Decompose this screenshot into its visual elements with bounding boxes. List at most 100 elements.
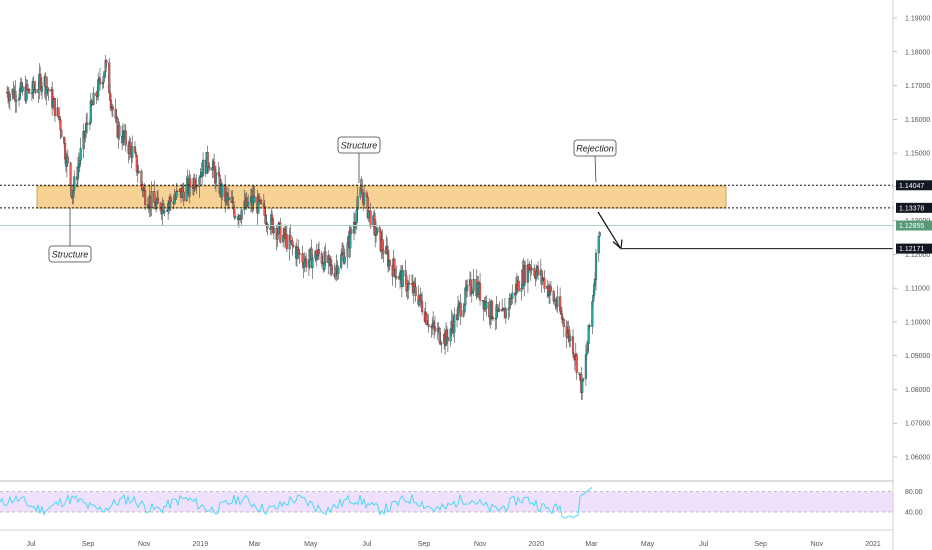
candle xyxy=(504,307,507,324)
svg-text:Structure: Structure xyxy=(341,141,378,151)
candle xyxy=(118,121,121,141)
candle xyxy=(524,260,527,287)
price-tick-label: 1.18000 xyxy=(905,49,930,56)
rsi-pane[interactable] xyxy=(0,487,893,519)
price-tick-label: 1.12000 xyxy=(905,252,930,259)
candle xyxy=(60,128,63,138)
candle xyxy=(234,214,237,219)
candle xyxy=(176,189,179,197)
candle xyxy=(395,265,398,280)
candle xyxy=(530,259,533,276)
candle xyxy=(575,352,578,380)
candle xyxy=(163,209,166,217)
time-tick-label: Sep xyxy=(418,541,431,548)
candle xyxy=(536,261,540,280)
candle xyxy=(131,135,134,163)
candle xyxy=(433,315,437,336)
candle xyxy=(594,249,598,291)
candle xyxy=(73,170,76,196)
price-axis[interactable]: 1.19000 1.18000 1.17000 1.16000 1.15000 1.140… xyxy=(893,16,932,517)
time-tick-label: Sep xyxy=(754,541,767,548)
svg-text:1.13378: 1.13378 xyxy=(899,205,924,212)
candle xyxy=(569,334,572,348)
candle xyxy=(28,88,31,94)
candle xyxy=(375,227,379,235)
rsi-band xyxy=(0,491,893,512)
candle xyxy=(427,314,430,333)
candle xyxy=(317,241,321,260)
candle xyxy=(111,104,114,118)
time-tick-label: Mar xyxy=(249,541,262,548)
candle xyxy=(459,294,462,326)
time-tick-label: Nov xyxy=(474,541,487,548)
candle xyxy=(356,186,359,221)
candle xyxy=(21,82,24,96)
svg-text:1.12171: 1.12171 xyxy=(899,246,924,253)
candles xyxy=(6,54,601,401)
time-tick-label: Jul xyxy=(699,541,708,548)
candle xyxy=(260,198,263,206)
annotation-callout[interactable]: Structure xyxy=(337,136,381,183)
candle xyxy=(195,174,198,194)
svg-text:1.12855: 1.12855 xyxy=(899,223,924,230)
candle xyxy=(227,187,230,209)
support-resistance-zone[interactable] xyxy=(36,185,727,209)
candle xyxy=(124,124,127,152)
time-tick-label: Jul xyxy=(27,541,36,548)
annotation-callout[interactable]: Rejection xyxy=(573,139,617,183)
candle xyxy=(89,93,92,125)
candle xyxy=(214,165,218,193)
candle xyxy=(337,265,340,280)
candle xyxy=(98,67,102,91)
candle xyxy=(182,182,185,206)
candle xyxy=(189,174,192,197)
candle xyxy=(388,259,391,271)
price-tag: 1.12855 xyxy=(896,220,932,231)
candle xyxy=(453,308,456,343)
candle xyxy=(491,315,494,322)
price-tick-label: 1.06000 xyxy=(905,455,930,462)
candle xyxy=(40,81,44,100)
candle xyxy=(8,90,11,111)
projection-arrow[interactable] xyxy=(597,211,621,248)
candle xyxy=(298,251,301,264)
price-tick-label: 1.11000 xyxy=(905,286,930,293)
candle xyxy=(86,112,89,134)
candle xyxy=(330,259,333,276)
time-tick-label: May xyxy=(304,541,318,548)
candle xyxy=(479,272,482,306)
arrow-head xyxy=(612,239,623,250)
candle xyxy=(446,328,449,352)
candle xyxy=(34,80,37,95)
candle xyxy=(556,285,559,314)
candle xyxy=(272,224,275,240)
candle xyxy=(421,291,424,316)
candle xyxy=(266,221,269,236)
time-tick-label: Nov xyxy=(811,541,824,548)
horizontal-levels xyxy=(0,184,893,250)
candle xyxy=(549,280,552,296)
candle xyxy=(343,248,346,265)
time-tick-label: 2020 xyxy=(528,541,544,548)
price-tick-label: 1.16000 xyxy=(905,117,930,124)
candle xyxy=(369,202,372,229)
time-tick-label: Mar xyxy=(585,541,598,548)
time-axis[interactable]: Jul Sep Nov 2019 Mar May Jul Sep Nov 2020 Mar May Ju… xyxy=(27,541,881,548)
candle xyxy=(221,184,224,201)
price-tick-label: 1.19000 xyxy=(905,16,930,23)
candle xyxy=(105,59,108,68)
rsi-level-label: 40.00 xyxy=(905,510,923,517)
time-tick-label: 2021 xyxy=(865,541,881,548)
candle xyxy=(350,226,353,236)
price-tick-label: 1.17000 xyxy=(905,83,930,90)
candle xyxy=(597,235,600,262)
candle xyxy=(562,317,565,338)
candle xyxy=(292,241,295,249)
candle xyxy=(472,268,475,297)
candle xyxy=(466,278,469,298)
candle xyxy=(511,284,514,304)
price-tick-label: 1.07000 xyxy=(905,421,930,428)
annotation-callout[interactable]: Structure xyxy=(48,208,92,263)
candle xyxy=(582,377,585,383)
